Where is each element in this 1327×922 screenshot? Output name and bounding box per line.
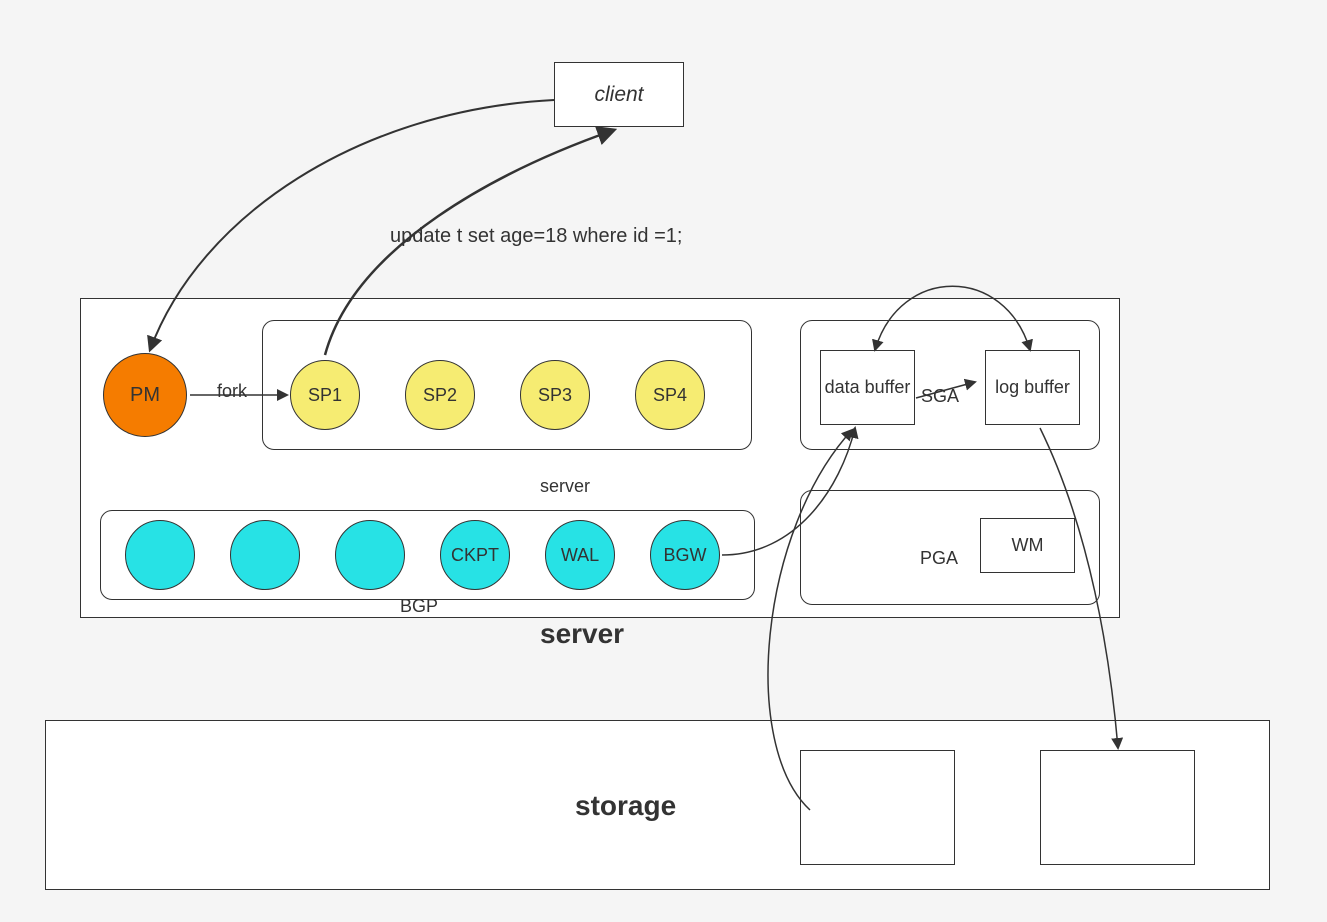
bgp-node-label: WAL xyxy=(561,545,599,566)
query-text: update t set age=18 where id =1; xyxy=(390,225,682,248)
wm-box: WM xyxy=(980,518,1075,573)
data-buffer-box: data buffer xyxy=(820,350,915,425)
wm-label: WM xyxy=(1012,535,1044,556)
server-outer-label: server xyxy=(540,618,624,650)
sp-node: SP3 xyxy=(520,360,590,430)
sp-label: SP4 xyxy=(653,385,687,406)
storage-box-2 xyxy=(1040,750,1195,865)
sp-node: SP2 xyxy=(405,360,475,430)
sp-label: SP1 xyxy=(308,385,342,406)
log-buffer-box: log buffer xyxy=(985,350,1080,425)
bgp-label: BGP xyxy=(400,596,438,617)
sp-node: SP1 xyxy=(290,360,360,430)
pm-label: PM xyxy=(130,384,160,407)
sp-node: SP4 xyxy=(635,360,705,430)
log-buffer-label: log buffer xyxy=(995,377,1070,398)
sga-label: SGA xyxy=(921,386,959,407)
sp-label: SP2 xyxy=(423,385,457,406)
bgp-node-label: CKPT xyxy=(451,545,499,566)
fork-label: fork xyxy=(217,381,247,402)
data-buffer-label: data buffer xyxy=(825,377,911,398)
storage-box-1 xyxy=(800,750,955,865)
bgp-node xyxy=(335,520,405,590)
bgp-node-label: BGW xyxy=(664,545,707,566)
bgp-node: CKPT xyxy=(440,520,510,590)
client-label: client xyxy=(594,83,643,107)
sp-label: SP3 xyxy=(538,385,572,406)
bgp-node: BGW xyxy=(650,520,720,590)
pm-node: PM xyxy=(103,353,187,437)
client-box: client xyxy=(554,62,684,127)
storage-label: storage xyxy=(575,790,676,822)
bgp-node xyxy=(125,520,195,590)
bgp-node xyxy=(230,520,300,590)
pga-label: PGA xyxy=(920,548,958,569)
server-inner-label: server xyxy=(540,476,590,497)
bgp-node: WAL xyxy=(545,520,615,590)
